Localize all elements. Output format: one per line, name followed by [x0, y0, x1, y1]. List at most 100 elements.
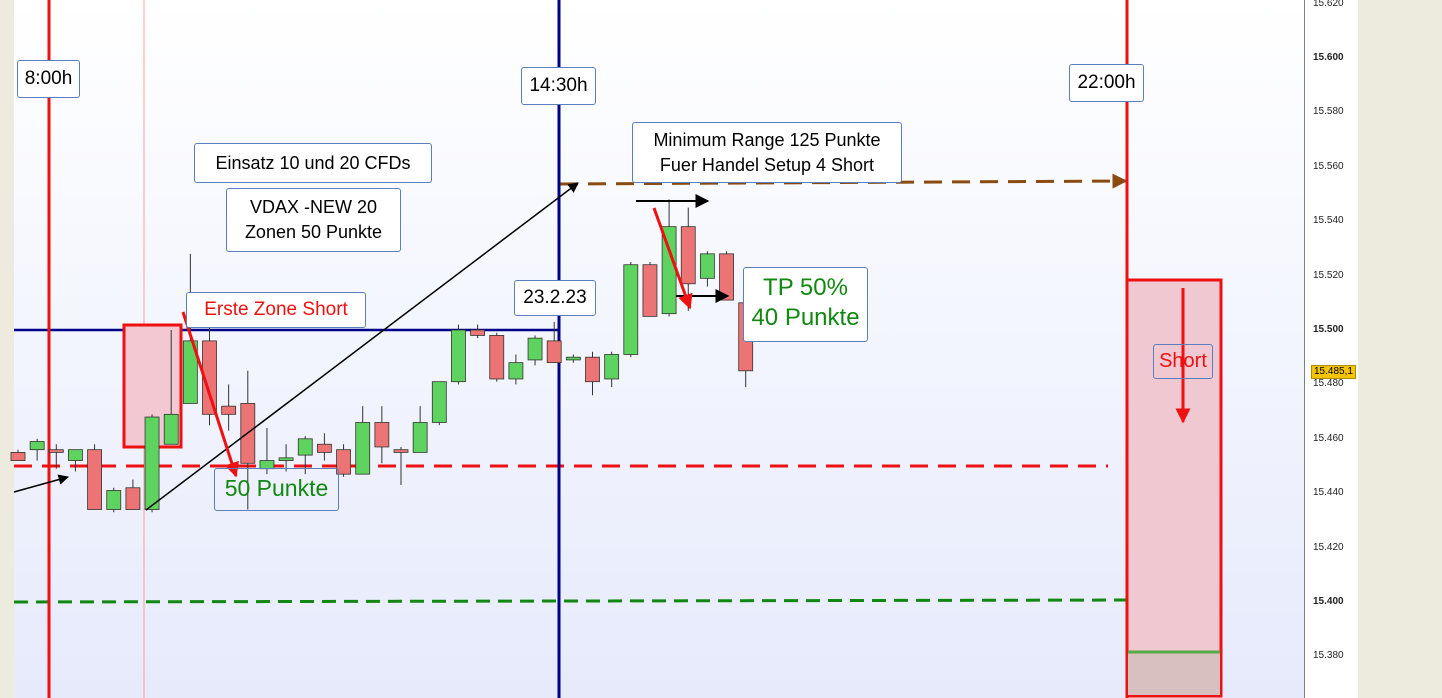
- candle: [700, 251, 715, 287]
- price-tick-label: 15.480: [1313, 378, 1344, 390]
- price-tick-label: 15.400: [1313, 596, 1344, 607]
- candle-body: [431, 381, 447, 423]
- price-tick-label: 15.380: [1313, 650, 1344, 662]
- einsatz-label[interactable]: Einsatz 10 und 20 CFDs: [194, 143, 432, 183]
- candle: [489, 332, 505, 382]
- candle-body: [144, 416, 160, 510]
- candle-body: [202, 340, 217, 415]
- candle-body: [278, 457, 294, 461]
- candle-body: [700, 253, 715, 279]
- candle-body: [719, 253, 734, 301]
- min-range-line-2: Fuer Handel Setup 4 Short: [659, 155, 875, 175]
- candle: [719, 251, 734, 301]
- left-frame-strip: [0, 0, 14, 698]
- candle: [431, 381, 447, 426]
- min-range-label[interactable]: Minimum Range 125 Punkte Fuer Handel Set…: [632, 122, 902, 183]
- red-short-arrow-2: [652, 207, 693, 310]
- candle: [29, 438, 45, 461]
- candle: [106, 487, 122, 513]
- candle: [10, 449, 26, 461]
- candle-body: [508, 362, 524, 380]
- current-price-tag: 15.485,1: [1311, 365, 1356, 379]
- red-short-arrow-1: [181, 311, 239, 478]
- candle: [278, 444, 294, 472]
- candle: [221, 384, 237, 431]
- black-entry-arrow: [13, 474, 70, 493]
- close-time-label[interactable]: 22:00h: [1069, 64, 1144, 102]
- candle-body: [546, 340, 562, 364]
- price-tick-label: 15.420: [1313, 541, 1344, 553]
- candle-body: [451, 329, 466, 383]
- candle: [297, 436, 313, 475]
- target-green-dashed-line: [13, 598, 1139, 604]
- candle-body: [336, 449, 351, 475]
- price-tick-label: 15.560: [1313, 160, 1344, 172]
- candle: [316, 433, 332, 461]
- candle: [412, 406, 428, 453]
- candle-body: [163, 413, 179, 445]
- candle-body: [10, 451, 26, 461]
- candle-body: [29, 441, 45, 451]
- date-label[interactable]: 23.2.23: [514, 280, 596, 316]
- candle: [470, 324, 486, 339]
- tp-line-2: 40 Punkte: [751, 304, 860, 331]
- candle: [508, 354, 524, 385]
- candle-body: [604, 354, 620, 380]
- tp-line-1: TP 50%: [763, 274, 848, 301]
- us-open-time-label[interactable]: 14:30h: [521, 67, 596, 105]
- candle: [48, 444, 64, 469]
- candle: [565, 354, 581, 363]
- tp-label[interactable]: TP 50% 40 Punkte: [743, 267, 868, 342]
- short-position-box: [1125, 278, 1223, 698]
- candle-body: [182, 340, 198, 404]
- candle: [623, 262, 639, 358]
- vdax-line-1: VDAX -NEW 20: [249, 197, 378, 217]
- short-stop-zone: [1128, 652, 1220, 695]
- candle-body: [623, 264, 639, 355]
- candle-body: [565, 356, 581, 361]
- price-tick-label: 15.540: [1313, 215, 1344, 227]
- candle-body: [106, 490, 122, 510]
- candle-body: [412, 422, 428, 453]
- candle: [125, 479, 141, 510]
- candle-body: [355, 422, 371, 475]
- candle: [451, 324, 466, 385]
- candle: [546, 321, 562, 364]
- candle-body: [470, 329, 486, 336]
- candle-body: [68, 449, 83, 461]
- candle-body: [221, 405, 237, 415]
- candle: [355, 406, 371, 475]
- candle: [374, 406, 390, 464]
- candle-body: [585, 356, 600, 383]
- short-label[interactable]: Short: [1153, 344, 1213, 379]
- candle-body: [374, 422, 390, 448]
- candle: [585, 351, 600, 396]
- candle: [144, 414, 160, 513]
- price-tick-label: 15.620: [1313, 0, 1344, 9]
- price-tick-label: 15.500: [1313, 324, 1344, 335]
- vdax-label[interactable]: VDAX -NEW 20 Zonen 50 Punkte: [226, 188, 401, 252]
- price-tick-label: 15.600: [1313, 52, 1344, 63]
- candle: [163, 330, 179, 445]
- price-axis[interactable]: [1304, 0, 1359, 698]
- candle: [393, 446, 409, 486]
- candle: [604, 351, 620, 388]
- price-tick-label: 15.520: [1313, 269, 1344, 281]
- erste-zone-label[interactable]: Erste Zone Short: [186, 292, 366, 328]
- chart-plot-area[interactable]: [14, 0, 1304, 698]
- candle: [182, 253, 198, 404]
- min-range-line-1: Minimum Range 125 Punkte: [653, 130, 881, 150]
- candle: [642, 262, 658, 317]
- open-time-label[interactable]: 8:00h: [17, 60, 80, 98]
- candle: [87, 444, 102, 510]
- candle: [202, 327, 217, 426]
- candle-body: [316, 443, 332, 453]
- candle: [68, 449, 83, 472]
- right-frame-strip: [1358, 0, 1442, 698]
- candle-body: [297, 438, 313, 456]
- candle-body: [87, 449, 102, 510]
- candle-body: [527, 337, 543, 361]
- price-tick-label: 15.440: [1313, 487, 1344, 499]
- fifty-punkte-label[interactable]: 50 Punkte: [214, 468, 339, 511]
